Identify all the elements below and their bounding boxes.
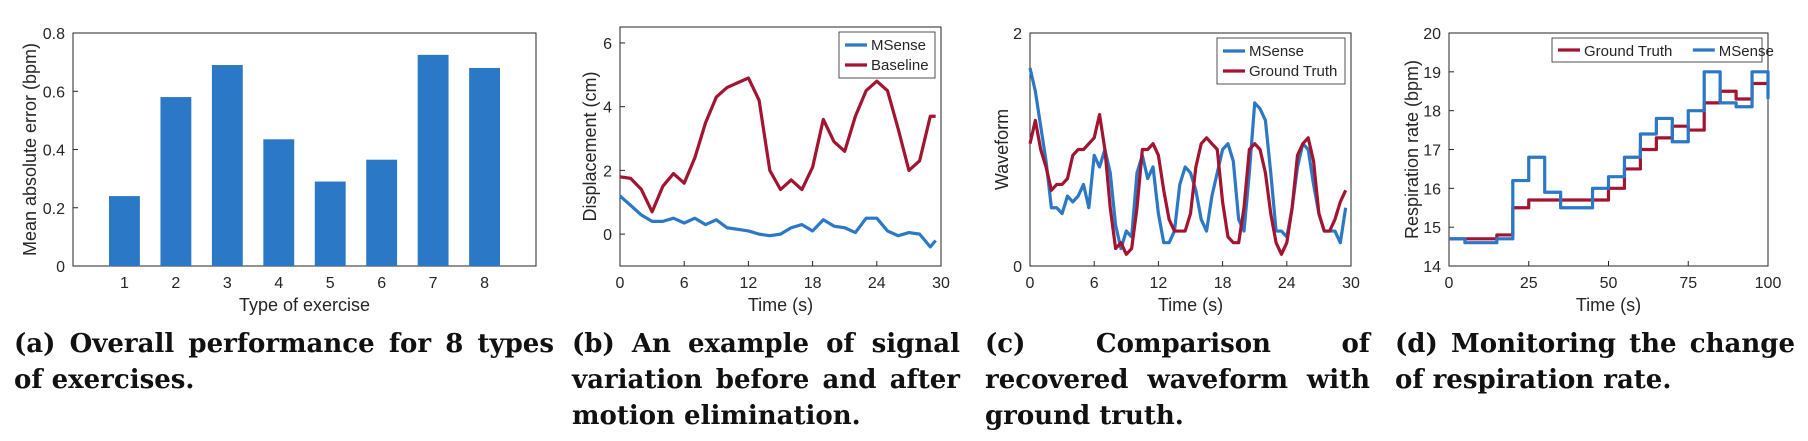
y-tick-label-b: 4 [603,100,612,117]
plot-frame-c [1029,32,1352,267]
x-tick-label-a: 6 [377,275,386,292]
caption-d: (d) Monitoring the change of respiration… [1395,329,1795,395]
y-tick-label-a: 0.6 [43,84,65,101]
x-tick-label-c: 0 [1026,275,1035,292]
x-tick-label-a: 3 [223,275,232,292]
x-tick-label-d: 100 [1755,275,1782,292]
legend-label-b: MSense [871,37,926,54]
x-tick-label-c: 24 [1278,275,1296,292]
y-tick-label-a: 0.8 [43,26,65,43]
y-tick-label-d: 15 [1423,220,1441,237]
y-tick-label-b: 0 [603,227,612,244]
x-axis-label-a: Type of exercise [239,295,370,315]
bar-3 [211,65,243,266]
x-tick-label-d: 25 [1520,275,1538,292]
legend-box-b [838,31,936,79]
x-axis-label-d: Time (s) [1576,295,1641,315]
bar-1 [109,196,140,266]
x-tick-label-a: 4 [274,275,283,292]
y-tick-label-b: 2 [603,163,612,180]
x-tick-label-d: 0 [1445,275,1454,292]
legend-label-d: Ground Truth [1584,43,1672,60]
x-tick-label-b: 12 [740,275,758,292]
bar-8 [469,67,500,266]
y-tick-label-d: 17 [1423,143,1441,160]
y-tick-label-d: 18 [1423,104,1441,121]
x-tick-label-a: 8 [480,275,489,292]
y-axis-label-a: Mean absolute error (bpm) [20,43,40,256]
x-tick-label-c: 30 [1342,275,1360,292]
bar-7 [417,54,449,266]
legend-label-b: Baseline [871,57,929,74]
y-tick-label-d: 20 [1423,26,1441,43]
legend-label-d: MSense [1719,43,1774,60]
bar-5 [314,181,346,266]
x-tick-label-b: 6 [680,275,689,292]
series-line-b-baseline [619,76,936,214]
x-axis-label-c: Time (s) [1158,295,1223,315]
legend-box-d [1551,37,1763,63]
y-tick-label-a: 0.4 [43,143,65,160]
series-line-b-msense [618,194,937,249]
y-tick-label-c: 2 [1013,26,1022,43]
plot-frame-a [72,32,537,267]
plot-frame-b [619,26,942,267]
x-tick-label-c: 6 [1090,275,1099,292]
caption-b: (b) An example of signal variation befor… [572,329,960,431]
x-tick-label-b: 18 [804,275,822,292]
series-line-c-ground-truth [1028,112,1348,256]
x-tick-label-b: 24 [868,275,886,292]
y-tick-label-d: 16 [1423,181,1441,198]
x-tick-label-b: 30 [932,275,950,292]
x-axis-label-b: Time (s) [748,295,813,315]
series-line-d-msense [1449,70,1770,245]
bar-4 [263,139,295,266]
y-axis-label-c: Waveform [992,109,1012,190]
x-tick-label-c: 12 [1150,275,1168,292]
y-tick-label-c: 0 [1013,259,1022,276]
y-axis-label-d: Respiration rate (bpm) [1402,60,1422,239]
legend-box-c [1216,37,1346,85]
y-tick-label-a: 0.2 [43,201,65,218]
caption-c: (c) Comparison of recovered waveform wit… [985,329,1370,431]
x-tick-label-c: 18 [1214,275,1232,292]
y-tick-label-a: 0 [56,259,65,276]
caption-a: (a) Overall performance for 8 types of e… [14,329,554,395]
bar-6 [366,159,398,266]
series-line-d-ground-truth [1449,81,1768,241]
x-tick-label-d: 75 [1679,275,1697,292]
x-tick-label-b: 0 [616,275,625,292]
x-tick-label-a: 5 [326,275,335,292]
x-tick-label-a: 7 [429,275,438,292]
legend-label-c: MSense [1249,43,1304,60]
y-axis-label-b: Displacement (cm) [580,71,600,221]
bar-2 [160,97,192,266]
x-tick-label-a: 1 [120,275,129,292]
plot-frame-d [1448,32,1769,267]
y-tick-label-d: 19 [1423,65,1441,82]
legend-label-c: Ground Truth [1249,63,1337,80]
x-tick-label-d: 50 [1600,275,1618,292]
x-tick-label-a: 2 [171,275,180,292]
y-tick-label-d: 14 [1423,259,1441,276]
y-tick-label-b: 6 [603,36,612,53]
